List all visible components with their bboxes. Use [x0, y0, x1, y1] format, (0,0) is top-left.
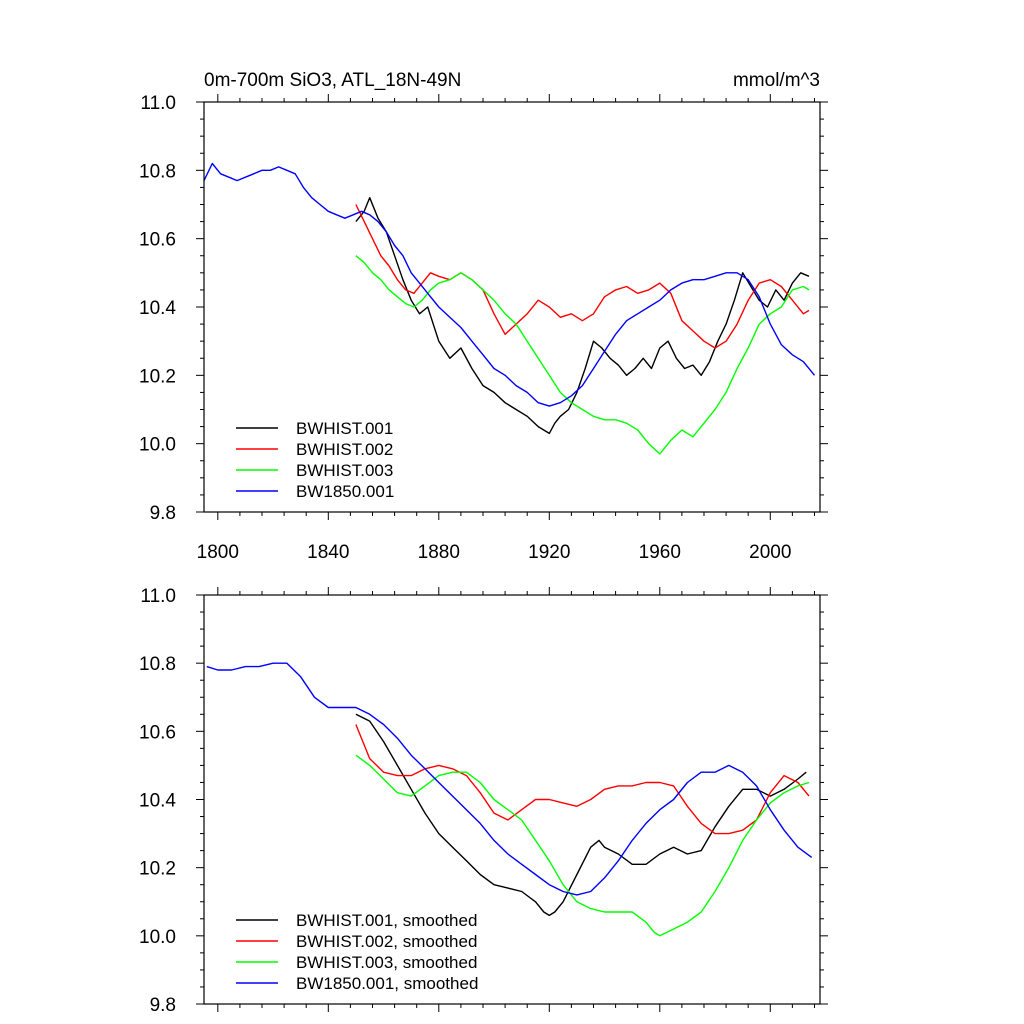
units-label: mmol/m^3: [733, 70, 820, 91]
chart-title: 0m-700m SiO3, ATL_18N-49N: [204, 70, 461, 91]
legend: BWHIST.001, smoothed BWHIST.002, smoothed…: [236, 911, 478, 993]
legend-label: BWHIST.001, smoothed: [296, 911, 477, 930]
x-tick-label: 1880: [418, 542, 460, 563]
x-tick-label: 2000: [749, 542, 791, 563]
y-tick-label: 10.0: [139, 927, 176, 948]
y-tick-label: 11.0: [140, 586, 176, 607]
y-tick-label: 10.8: [139, 161, 176, 182]
x-tick-label: 1920: [528, 542, 570, 563]
legend-label: BWHIST.002: [296, 440, 393, 459]
plot-frame: [203, 101, 821, 513]
y-tick-label: 10.6: [139, 722, 176, 743]
legend-label: BW1850.001, smoothed: [296, 974, 478, 993]
y-tick-label: 10.4: [139, 791, 176, 812]
bottom-chart-panel: 9.8 10.0 10.2 10.4 10.6 10.8 11.0 BWHIST.001, …: [139, 586, 828, 1016]
series-line: [203, 162, 816, 407]
y-tick-label: 10.6: [139, 230, 176, 251]
plot-frame: [203, 594, 821, 1005]
legend: BWHIST.001 BWHIST.002 BWHIST.003 BW1850.001: [236, 419, 394, 501]
legend-label: BWHIST.003, smoothed: [296, 953, 477, 972]
x-tick-label: 1800: [197, 542, 239, 563]
legend-label: BWHIST.001: [296, 419, 393, 438]
y-tick-label: 9.8: [150, 995, 176, 1016]
series-line: [355, 204, 810, 349]
y-tick-label: 11.0: [140, 93, 176, 114]
y-tick-label: 10.0: [139, 435, 176, 456]
legend-label: BWHIST.003: [296, 461, 393, 480]
legend-label: BW1850.001: [296, 482, 394, 501]
tick-marks: [196, 587, 828, 1012]
x-tick-labels: 1800 1840 1880 1920 1960 2000: [197, 542, 792, 563]
y-tick-labels: 9.8 10.0 10.2 10.4 10.6 10.8 11.0: [139, 586, 176, 1016]
y-tick-label: 10.2: [139, 859, 176, 880]
series-line: [206, 662, 813, 896]
series-lines: [206, 662, 813, 937]
tick-marks: [196, 94, 828, 520]
series-line: [355, 754, 810, 937]
y-tick-label: 10.8: [139, 654, 176, 675]
legend-label: BWHIST.002, smoothed: [296, 932, 477, 951]
y-tick-labels: 9.8 10.0 10.2 10.4 10.6 10.8 11.0: [139, 93, 176, 524]
series-line: [355, 255, 810, 455]
series-line: [355, 724, 810, 835]
series-lines: [203, 162, 816, 455]
series-line: [355, 196, 810, 435]
y-tick-label: 9.8: [150, 503, 176, 524]
y-tick-label: 10.2: [139, 366, 176, 387]
series-line: [355, 713, 807, 917]
x-tick-label: 1840: [307, 542, 349, 563]
y-tick-label: 10.4: [139, 298, 176, 319]
top-chart-panel: 0m-700m SiO3, ATL_18N-49N mmol/m^3 9.8 10…: [139, 70, 828, 563]
x-tick-label: 1960: [639, 542, 681, 563]
